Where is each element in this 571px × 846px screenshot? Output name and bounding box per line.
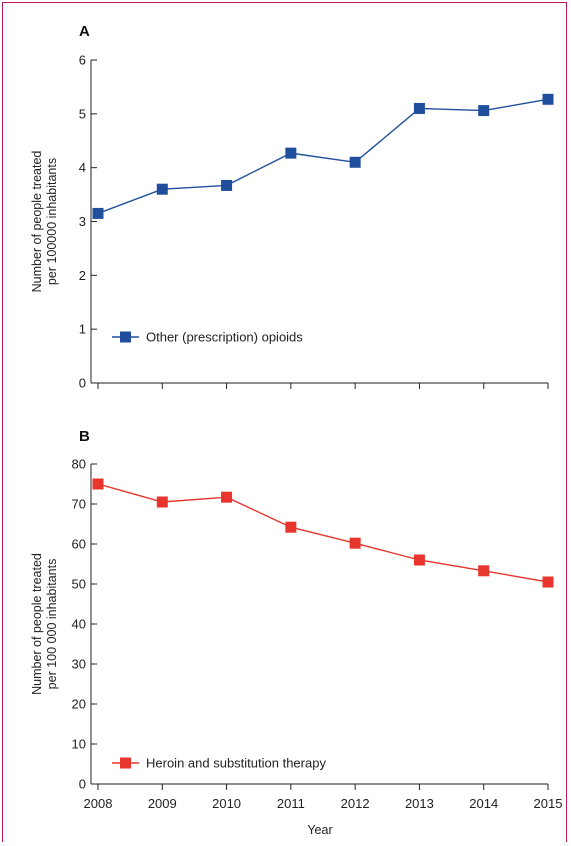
y-tick-label: 1 — [79, 322, 86, 337]
data-point — [542, 576, 554, 588]
series-line — [97, 98, 549, 215]
chart-panel-a: A 0 1 2 3 4 5 6 Number of people treatedper 1000… — [30, 23, 554, 391]
y-tick-label: 10 — [72, 737, 86, 752]
data-point — [478, 105, 490, 117]
y-tick-label: 70 — [72, 497, 86, 512]
y-axis-title-line: Number of people treated — [30, 553, 44, 695]
legend-marker — [120, 331, 131, 343]
series-line — [97, 483, 549, 583]
y-axis-title-line: per 100000 inhabitants — [45, 158, 59, 285]
y-axis-title-line: per 100 000 inhabitants — [45, 559, 59, 690]
y-tick-label: 20 — [72, 697, 86, 712]
data-point — [413, 554, 425, 566]
data-point — [156, 183, 168, 195]
data-point — [349, 156, 361, 168]
data-point — [285, 147, 297, 159]
legend-label: Other (prescription) opioids — [146, 330, 303, 345]
data-point — [413, 102, 425, 114]
y-tick-label: 80 — [72, 457, 86, 472]
data-point — [285, 521, 297, 533]
data-point — [156, 496, 168, 508]
legend-label: Heroin and substitution therapy — [146, 756, 326, 771]
data-point — [92, 207, 104, 219]
data-point — [478, 565, 490, 577]
panel-label: B — [79, 428, 90, 445]
x-tick-label: 2010 — [212, 796, 241, 811]
y-tick-label: 60 — [72, 537, 86, 552]
y-tick-label: 6 — [79, 53, 86, 68]
data-point — [92, 478, 104, 490]
y-axis-title: Number of people treatedper 100 000 inha… — [30, 553, 59, 695]
x-tick-label: 2015 — [534, 796, 563, 811]
y-tick-label: 4 — [79, 160, 86, 175]
y-axis-title-line: Number of people treated — [30, 151, 44, 293]
data-point — [221, 179, 233, 191]
y-tick-label: 0 — [79, 777, 86, 792]
legend-marker — [120, 757, 131, 769]
x-tick-label: 2011 — [277, 796, 305, 811]
y-tick-label: 30 — [72, 657, 86, 672]
x-tick-label: 2009 — [148, 796, 177, 811]
y-tick-label: 3 — [79, 214, 86, 229]
x-tick-label: 2012 — [341, 796, 370, 811]
x-tick-label: 2013 — [405, 796, 434, 811]
chart-panel-b: B 0 10 20 30 40 50 60 70 80 2008 2009 2010 2011 2012 20… — [30, 428, 562, 837]
y-tick-label: 40 — [72, 617, 86, 632]
data-point — [221, 491, 233, 503]
y-tick-label: 50 — [72, 577, 86, 592]
y-axis-title: Number of people treatedper 100000 inhab… — [30, 151, 59, 293]
panel-label: A — [79, 23, 90, 40]
y-tick-label: 0 — [79, 376, 86, 391]
x-tick-label: 2008 — [84, 796, 113, 811]
x-tick-label: 2014 — [469, 796, 498, 811]
y-tick-label: 2 — [79, 268, 86, 283]
x-axis-title: Year — [307, 823, 332, 837]
data-point — [349, 537, 361, 549]
data-point — [542, 93, 554, 105]
y-tick-label: 5 — [79, 106, 86, 121]
